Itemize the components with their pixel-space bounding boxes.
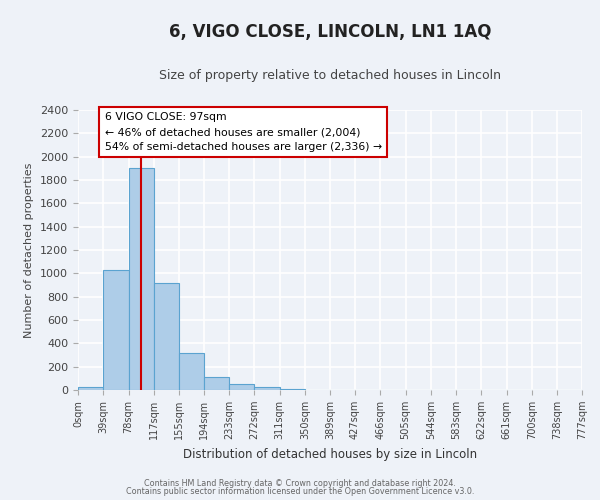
Bar xyxy=(204,377,229,390)
Bar xyxy=(179,353,204,390)
Bar xyxy=(229,384,254,390)
Text: Contains public sector information licensed under the Open Government Licence v3: Contains public sector information licen… xyxy=(126,487,474,496)
Y-axis label: Number of detached properties: Number of detached properties xyxy=(25,162,34,338)
Text: 6 VIGO CLOSE: 97sqm
← 46% of detached houses are smaller (2,004)
54% of semi-det: 6 VIGO CLOSE: 97sqm ← 46% of detached ho… xyxy=(104,112,382,152)
Bar xyxy=(128,168,154,390)
Bar xyxy=(78,387,103,390)
Bar xyxy=(103,270,128,390)
Text: Contains HM Land Registry data © Crown copyright and database right 2024.: Contains HM Land Registry data © Crown c… xyxy=(144,478,456,488)
Bar xyxy=(154,282,179,390)
Title: Size of property relative to detached houses in Lincoln: Size of property relative to detached ho… xyxy=(159,70,501,82)
Bar xyxy=(254,386,280,390)
X-axis label: Distribution of detached houses by size in Lincoln: Distribution of detached houses by size … xyxy=(183,448,477,460)
Text: 6, VIGO CLOSE, LINCOLN, LN1 1AQ: 6, VIGO CLOSE, LINCOLN, LN1 1AQ xyxy=(169,22,491,40)
